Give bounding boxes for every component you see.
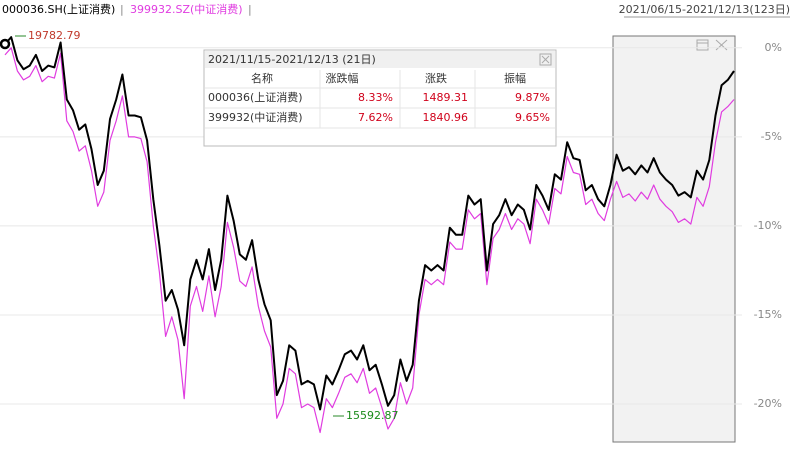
table-header: 振幅 <box>504 71 526 85</box>
close-icon <box>541 55 550 64</box>
lines <box>4 36 735 434</box>
table-cell: 000036(上证消费) <box>208 90 303 104</box>
table-cell: 8.33% <box>358 91 393 104</box>
table-header: 涨跌幅 <box>326 71 359 85</box>
table-cell: 9.65% <box>515 111 550 124</box>
table-cell: 7.62% <box>358 111 393 124</box>
y-tick-label: -5% <box>761 130 782 143</box>
table-cell: 9.87% <box>515 91 550 104</box>
y-tick-label: -10% <box>754 219 782 232</box>
popup-title: 2021/11/15-2021/12/13 (21日) <box>208 53 376 66</box>
selection-box <box>612 35 736 443</box>
table-cell: 399932(中证消费) <box>208 110 303 124</box>
table-header: 涨跌 <box>425 71 447 85</box>
close-button[interactable] <box>539 53 552 66</box>
summary-popup: 2021/11/15-2021/12/13 (21日) 名称 涨跌幅 涨跌 振幅… <box>203 49 557 147</box>
y-tick-label: -20% <box>754 397 782 410</box>
table-cell: 1840.96 <box>423 111 469 124</box>
separator: | <box>248 3 252 16</box>
y-tick-label: -15% <box>754 308 782 321</box>
start-marker <box>0 38 11 50</box>
selection-icons <box>696 39 728 51</box>
header: 000036.SH(上证消费) | 399932.SZ(中证消费) | 2021… <box>2 2 790 18</box>
date-range: 2021/06/15-2021/12/13(123日) <box>619 3 790 16</box>
table-header: 名称 <box>251 71 273 85</box>
series-line <box>4 47 735 434</box>
separator: | <box>120 3 124 16</box>
legend-entry: 399932.SZ(中证消费) <box>130 2 243 16</box>
table-cell: 1489.31 <box>423 91 469 104</box>
max-annotation: 19782.79 <box>28 29 81 42</box>
y-tick-label: 0% <box>765 41 782 54</box>
grid: 0% -5% -10% -15% -20% <box>0 41 782 410</box>
popup-title-bar <box>205 51 555 68</box>
series-line <box>4 36 735 411</box>
legend-entry: 000036.SH(上证消费) <box>2 2 115 16</box>
min-annotation: 15592.87 <box>346 409 399 422</box>
